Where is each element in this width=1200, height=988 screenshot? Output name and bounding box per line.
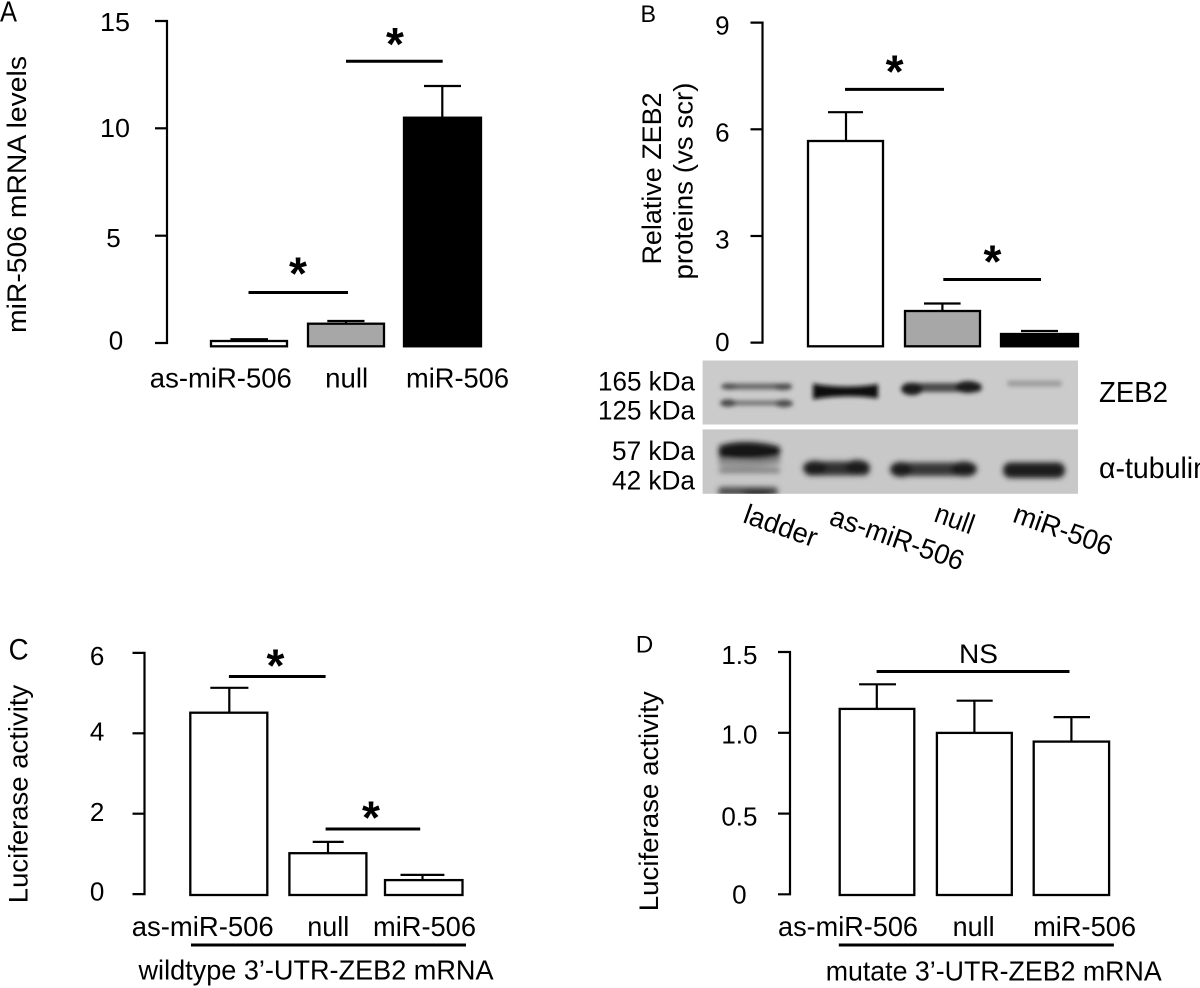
svg-text:D: D <box>636 631 654 658</box>
svg-text:*: * <box>386 18 404 70</box>
svg-text:*: * <box>289 248 307 300</box>
svg-text:as-miR-506: as-miR-506 <box>132 911 274 942</box>
svg-text:0: 0 <box>90 876 104 906</box>
svg-text:B: B <box>641 1 657 28</box>
svg-text:125 kDa: 125 kDa <box>598 396 696 426</box>
svg-text:proteins (vs scr): proteins (vs scr) <box>669 82 699 279</box>
svg-text:NS: NS <box>959 639 998 669</box>
svg-text:mutate 3’-UTR-ZEB2 mRNA: mutate 3’-UTR-ZEB2 mRNA <box>826 956 1162 987</box>
svg-text:α-tubulin: α-tubulin <box>1099 452 1200 485</box>
svg-text:9: 9 <box>715 10 729 40</box>
svg-text:57 kDa: 57 kDa <box>612 436 696 466</box>
svg-text:*: * <box>362 792 380 844</box>
svg-text:1.0: 1.0 <box>721 719 757 749</box>
svg-text:null: null <box>325 363 368 394</box>
svg-text:1.5: 1.5 <box>721 640 757 670</box>
svg-text:null: null <box>953 911 995 942</box>
svg-text:Luciferase activity: Luciferase activity <box>4 684 34 903</box>
svg-text:10: 10 <box>100 113 130 143</box>
svg-text:0: 0 <box>732 879 746 909</box>
svg-text:miR-506: miR-506 <box>406 363 509 394</box>
svg-text:0: 0 <box>109 326 123 356</box>
svg-text:5: 5 <box>106 223 120 253</box>
svg-text:0.5: 0.5 <box>721 802 757 832</box>
svg-text:3: 3 <box>715 225 729 255</box>
svg-text:42 kDa: 42 kDa <box>612 466 696 496</box>
svg-text:wildtype 3’-UTR-ZEB2 mRNA: wildtype 3’-UTR-ZEB2 mRNA <box>138 955 494 986</box>
svg-text:Luciferase activity: Luciferase activity <box>634 691 664 912</box>
svg-text:0: 0 <box>715 327 729 357</box>
svg-text:miR-506: miR-506 <box>1033 911 1136 942</box>
svg-text:Relative ZEB2: Relative ZEB2 <box>637 93 667 265</box>
svg-text:15: 15 <box>100 7 130 37</box>
svg-text:4: 4 <box>90 716 104 746</box>
svg-text:6: 6 <box>715 118 729 148</box>
svg-text:165 kDa: 165 kDa <box>598 367 696 397</box>
svg-text:miR-506 mRNA levels: miR-506 mRNA levels <box>2 56 32 333</box>
svg-text:*: * <box>266 639 284 691</box>
svg-text:2: 2 <box>90 797 104 827</box>
svg-text:as-miR-506: as-miR-506 <box>778 911 918 942</box>
svg-text:*: * <box>984 236 1002 288</box>
svg-text:null: null <box>307 911 349 942</box>
svg-text:*: * <box>886 46 904 98</box>
svg-text:C: C <box>9 633 29 666</box>
svg-text:as-miR-506: as-miR-506 <box>150 363 292 394</box>
svg-text:miR-506: miR-506 <box>373 911 476 942</box>
svg-text:6: 6 <box>90 641 104 671</box>
svg-text:ZEB2: ZEB2 <box>1099 377 1168 409</box>
svg-text:A: A <box>0 0 18 29</box>
